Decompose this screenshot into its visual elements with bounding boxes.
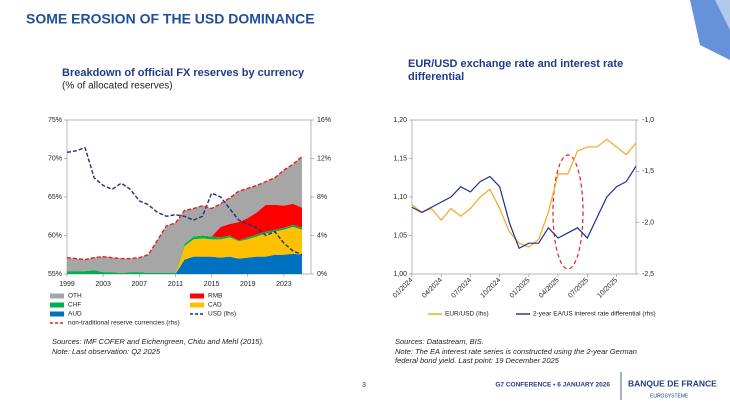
- sources: Sources: Datastream, BIS.: [395, 337, 484, 346]
- brand: BANQUE DE FRANCE: [628, 378, 717, 388]
- y-tick-label: 1,00: [393, 271, 407, 278]
- y2-tick-label: 4%: [317, 232, 327, 239]
- y2-tick-label: -1,5: [642, 168, 654, 175]
- x-tick-label: 2023: [276, 281, 292, 288]
- line: [66, 156, 303, 261]
- y-tick-label: 1,20: [393, 117, 407, 124]
- x-tick-label: 10/2025: [596, 277, 619, 300]
- legend-label: EUR/USD (lhs): [445, 311, 489, 318]
- y-tick-label: 1,05: [393, 232, 407, 239]
- legend-swatch: [50, 293, 64, 299]
- area: [67, 156, 302, 274]
- x-tick-label: 07/2024: [450, 277, 473, 300]
- x-tick-label: 04/2024: [421, 277, 444, 300]
- x-tick-label: 04/2025: [538, 277, 561, 300]
- highlight-ellipse: [552, 154, 584, 270]
- legend-label: RMB: [208, 293, 222, 300]
- x-tick-label: 10/2024: [480, 277, 503, 300]
- logo-decoration: [690, 0, 730, 60]
- legend-swatch: [50, 311, 64, 317]
- x-tick-label: 01/2024: [392, 277, 415, 300]
- x-tick-label: 07/2025: [567, 277, 590, 300]
- legend-label: 2-year EA/US interest rate differential …: [533, 311, 656, 318]
- x-tick-label: 1999: [59, 281, 75, 288]
- y2-tick-label: -2,5: [642, 271, 654, 278]
- y-tick-label: 1,10: [393, 194, 407, 201]
- y2-tick-label: 16%: [317, 117, 331, 124]
- footer: G7 CONFERENCE • 6 JANUARY 2026: [495, 382, 610, 389]
- y2-tick-label: 12%: [317, 155, 331, 162]
- y-tick-label: 75%: [48, 117, 62, 124]
- area: [67, 224, 302, 274]
- y-tick-label: 70%: [48, 155, 62, 162]
- area: [67, 253, 302, 274]
- y-tick-label: 55%: [48, 271, 62, 278]
- legend-label: CAD: [208, 302, 222, 309]
- x-tick-label: 01/2025: [509, 277, 532, 300]
- y-tick-label: 1,15: [393, 155, 407, 162]
- y2-tick-label: 0%: [317, 271, 327, 278]
- legend-swatch: [190, 293, 204, 299]
- note-box: Note: The EA interest rate series is con…: [395, 347, 637, 365]
- x-tick-label: 2015: [204, 281, 220, 288]
- y2-tick-label: -1,0: [642, 117, 654, 124]
- legend-label: non-traditional reserve currencies (rhs): [68, 320, 180, 327]
- y2-tick-label: -2,0: [642, 220, 654, 227]
- note: Note: Last observation: Q2 2025: [52, 347, 161, 356]
- line: [66, 146, 303, 256]
- x-tick-label: 2011: [168, 281, 183, 288]
- slide-title: SOME EROSION OF THE USD DOMINANCE: [26, 11, 315, 27]
- area: [67, 203, 302, 274]
- chart-title: Breakdown of official FX reserves by cur…: [62, 67, 305, 79]
- x-tick-label: 2003: [95, 281, 111, 288]
- y2-tick-label: 8%: [317, 194, 327, 201]
- x-tick-label: 2019: [240, 281, 256, 288]
- legend-label: CHF: [68, 302, 81, 309]
- y-tick-label: 60%: [48, 232, 62, 239]
- logo-decoration: [715, 0, 730, 30]
- page-number: 3: [362, 382, 366, 389]
- sources: Sources: IMF COFER and Eichengreen, Chit…: [52, 337, 264, 346]
- legend-swatch: [50, 302, 64, 308]
- legend-label: USD (lhs): [208, 311, 236, 318]
- x-tick-label: 2007: [132, 281, 148, 288]
- brand-sub: EUROSYSTÈME: [650, 392, 689, 399]
- y-tick-label: 65%: [48, 194, 62, 201]
- legend-swatch: [190, 302, 204, 308]
- note: Note: The EA interest rate series is con…: [395, 347, 637, 365]
- chart-title-box: EUR/USD exchange rate and interest rate …: [408, 58, 624, 83]
- chart-title: EUR/USD exchange rate and interest rate …: [408, 58, 624, 83]
- line: [411, 138, 637, 248]
- area: [67, 226, 302, 274]
- legend-label: OTH: [68, 293, 82, 300]
- chart-subtitle: (% of allocated reserves): [62, 81, 173, 92]
- line: [411, 165, 637, 250]
- legend-label: AUD: [68, 311, 82, 318]
